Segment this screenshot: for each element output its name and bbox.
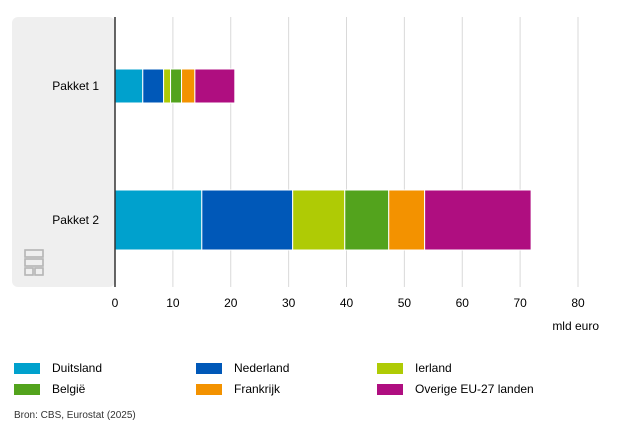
bar-segment	[170, 68, 183, 104]
x-tick-labels: 0 10 20 30 40 50 60 70 80	[112, 296, 585, 310]
legend-label: Frankrijk	[234, 382, 281, 396]
legend-swatch	[196, 362, 222, 374]
legend-swatch	[14, 383, 40, 395]
bar-segment	[163, 68, 172, 104]
bar-segment	[194, 68, 236, 104]
x-axis-label: mld euro	[552, 319, 599, 333]
x-tick-label: 30	[282, 296, 296, 310]
bar-segment	[114, 68, 144, 104]
legend-swatch	[377, 362, 403, 374]
legend-item: België	[14, 381, 85, 397]
source-note: Bron: CBS, Eurostat (2025)	[14, 410, 136, 421]
bar-segment	[292, 189, 346, 251]
x-tick-label: 20	[224, 296, 238, 310]
legend-item: Nederland	[196, 360, 289, 376]
cbs-logo	[24, 249, 44, 276]
bar-segment	[201, 189, 294, 251]
x-tick-label: 50	[398, 296, 412, 310]
legend-label: België	[52, 382, 86, 396]
x-tick-label: 70	[513, 296, 527, 310]
category-label: Pakket 2	[52, 213, 99, 227]
legend-swatch	[14, 362, 40, 374]
bar-segment	[388, 189, 426, 251]
legend-label: Nederland	[234, 361, 290, 375]
category-label: Pakket 1	[52, 79, 99, 93]
legend: Duitsland Nederland Ierland België Frankrijk…	[14, 360, 614, 404]
legend-item: Overige EU-27 landen	[377, 381, 534, 397]
x-tick-label: 80	[571, 296, 585, 310]
bar-segment	[114, 189, 203, 251]
chart: Pakket 1 Pakket 2 0 10 20 30 40 50 60 70 80 mld e…	[12, 17, 599, 333]
legend-label: Overige EU-27 landen	[415, 382, 534, 396]
category-labels: Pakket 1 Pakket 2	[52, 79, 99, 227]
legend-label: Duitsland	[52, 361, 103, 375]
legend-swatch	[196, 383, 222, 395]
x-tick-label: 60	[456, 296, 470, 310]
bar-segment	[424, 189, 532, 251]
legend-item: Frankrijk	[196, 381, 280, 397]
bar-segment	[142, 68, 165, 104]
bar-segment	[181, 68, 196, 104]
legend-label: Ierland	[415, 361, 452, 375]
legend-item: Duitsland	[14, 360, 102, 376]
bars	[114, 68, 532, 251]
bar-segment	[344, 189, 390, 251]
x-tick-label: 40	[340, 296, 354, 310]
legend-item: Ierland	[377, 360, 452, 376]
legend-swatch	[377, 383, 403, 395]
category-panel	[12, 17, 115, 287]
x-tick-label: 10	[166, 296, 180, 310]
x-tick-label: 0	[112, 296, 119, 310]
